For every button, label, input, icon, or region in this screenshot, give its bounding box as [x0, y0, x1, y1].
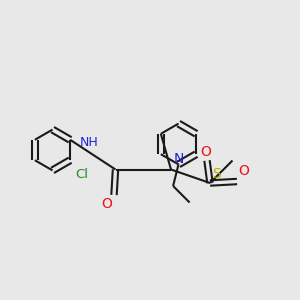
Text: Cl: Cl [76, 168, 88, 181]
Text: S: S [212, 167, 221, 181]
Text: O: O [200, 145, 211, 159]
Text: O: O [101, 196, 112, 211]
Text: N: N [173, 152, 184, 166]
Text: NH: NH [80, 136, 99, 148]
Text: O: O [238, 164, 249, 178]
